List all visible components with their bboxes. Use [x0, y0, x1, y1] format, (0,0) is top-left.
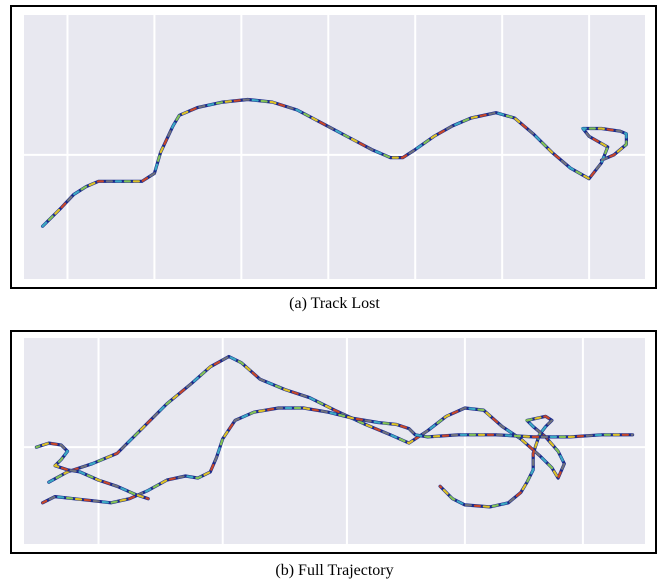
chart-a-caption: (a) Track Lost: [289, 295, 380, 312]
chart-a-plot-background: [24, 15, 645, 279]
chart-b-trajectory-1-dash-0: [41, 406, 634, 504]
chart-b-trajectory-2-dash-3: [35, 441, 150, 500]
chart-b-plot-background: [24, 338, 645, 544]
chart-b-caption: (b) Full Trajectory: [275, 562, 394, 579]
chart-panel-b: [10, 330, 657, 554]
chart-a-trajectory-0-dash-3: [41, 98, 628, 228]
chart-a-trajectory-0-dash-4: [41, 98, 628, 228]
chart-b-trajectory-1-dash-2: [41, 406, 634, 504]
chart-b-plot: [24, 338, 645, 544]
chart-a-plot: [24, 15, 645, 279]
chart-panel-a: [10, 5, 657, 289]
chart-b-trajectory-0-dash-0: [47, 355, 566, 509]
